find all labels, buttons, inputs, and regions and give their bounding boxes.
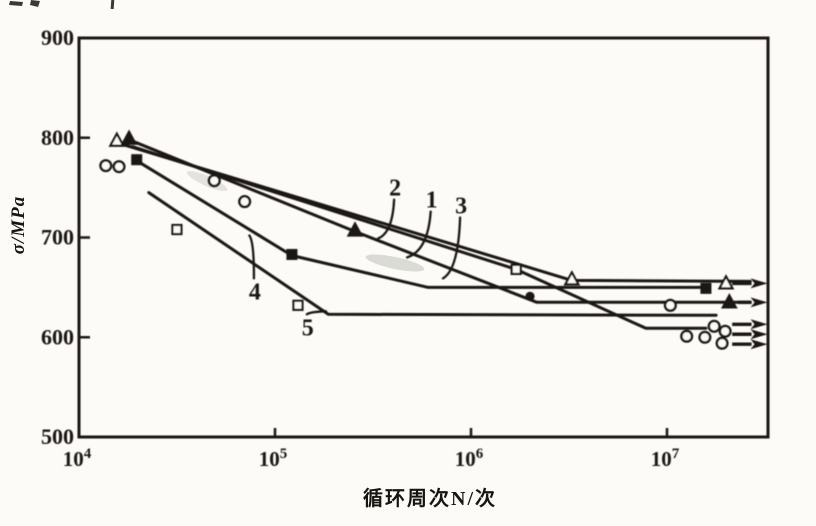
y-axis-tick-label: 800 [41, 125, 74, 150]
curve-label-leader [441, 216, 462, 280]
runout-scatter-marker-icon [718, 324, 732, 338]
runout-scatter-marker-icon [112, 160, 126, 174]
x-axis-tick-label: 104 [63, 446, 92, 471]
x-axis-tick-label: 107 [651, 446, 680, 471]
runout-arrowhead [750, 329, 768, 340]
curve-2-line [127, 138, 752, 304]
x-axis-title: 循环周次N/次 [363, 488, 497, 510]
curve-label-5: 5 [302, 315, 314, 341]
curve-4-line [135, 159, 708, 289]
curve-1-marker-icon [108, 131, 126, 147]
x-axis-tick-label: 106 [455, 446, 484, 471]
y-axis-tick-label: 700 [41, 225, 74, 250]
curve-5-line [147, 191, 718, 317]
runout-scatter-marker-icon [680, 329, 694, 343]
curve-3-line [131, 145, 708, 330]
runout-arrowhead [750, 278, 768, 289]
runout-scatter-marker-icon [698, 330, 712, 344]
runout-arrowhead [750, 319, 768, 330]
runout-arrowhead [750, 339, 768, 350]
curve-2-marker-icon [120, 129, 138, 145]
curve-label-3: 3 [455, 194, 467, 220]
runout-arrowhead [750, 297, 768, 308]
runout-scatter-marker-icon [715, 336, 729, 350]
runout-scatter-marker-icon [99, 159, 113, 173]
curve-label-2: 2 [389, 176, 401, 202]
runout-triangle-filled-icon [720, 293, 738, 309]
curve-3-marker-icon [525, 291, 535, 301]
x-axis-tick-label: 105 [259, 446, 288, 471]
curve-4-marker-icon [700, 282, 712, 294]
curve-4-marker-icon [286, 248, 298, 260]
curve-label-leader [248, 234, 256, 280]
runout-scatter-marker-icon [707, 319, 721, 333]
plot-border [77, 36, 770, 439]
curve-1-marker-icon [563, 270, 581, 286]
curve-5-marker-icon [292, 299, 304, 311]
curve-label-1: 1 [426, 188, 438, 214]
runout-triangle-open-icon [717, 274, 735, 290]
y-axis-tick-label: 600 [41, 324, 74, 349]
curve-label-leader [305, 310, 328, 316]
runout-scatter-marker-icon [238, 195, 252, 209]
curve-label-leader [377, 198, 396, 240]
curve-label-4: 4 [249, 279, 261, 305]
runout-scatter-marker-icon [663, 298, 677, 312]
y-axis-title: σ/MPa [8, 195, 29, 255]
curve-4-marker-icon [131, 154, 143, 166]
scan-artifact [9, 0, 115, 10]
curve-2-marker-icon [346, 221, 364, 237]
curve-5-marker-icon [171, 223, 183, 236]
runout-scatter-marker-icon [207, 174, 221, 188]
y-axis-tick-label: 900 [41, 25, 74, 50]
curve-5-marker-icon [510, 263, 522, 276]
y-axis-tick-label: 500 [41, 424, 74, 449]
curve-label-leader [405, 210, 432, 259]
